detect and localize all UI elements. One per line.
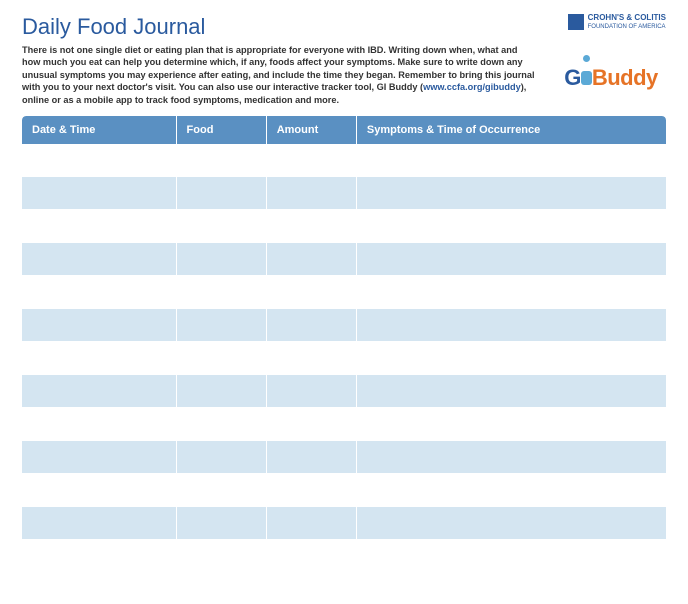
ccfa-logo-mark bbox=[568, 14, 584, 30]
table-cell[interactable] bbox=[267, 309, 357, 342]
table-header-cell: Date & Time bbox=[22, 116, 177, 144]
intro-text: There is not one single diet or eating p… bbox=[22, 44, 536, 106]
table-cell[interactable] bbox=[177, 144, 267, 177]
table-cell[interactable] bbox=[267, 177, 357, 210]
table-row bbox=[22, 507, 666, 540]
table-cell[interactable] bbox=[267, 441, 357, 474]
table-cell[interactable] bbox=[267, 342, 357, 375]
table-cell[interactable] bbox=[177, 507, 267, 540]
table-row bbox=[22, 144, 666, 177]
table-row bbox=[22, 276, 666, 309]
table-cell[interactable] bbox=[177, 441, 267, 474]
table-cell[interactable] bbox=[267, 408, 357, 441]
table-cell[interactable] bbox=[267, 474, 357, 507]
journal-table-wrap: Date & TimeFoodAmountSymptoms & Time of … bbox=[22, 116, 666, 573]
table-cell[interactable] bbox=[267, 507, 357, 540]
ccfa-line2: FOUNDATION OF AMERICA bbox=[588, 24, 666, 30]
table-cell[interactable] bbox=[357, 375, 666, 408]
table-cell[interactable] bbox=[22, 177, 177, 210]
gibuddy-logo: G Buddy bbox=[556, 44, 666, 106]
table-row bbox=[22, 309, 666, 342]
table-cell[interactable] bbox=[22, 474, 177, 507]
table-cell[interactable] bbox=[267, 276, 357, 309]
table-row bbox=[22, 342, 666, 375]
table-cell[interactable] bbox=[357, 507, 666, 540]
intro-link[interactable]: www.ccfa.org/gibuddy bbox=[423, 82, 521, 92]
table-cell[interactable] bbox=[357, 276, 666, 309]
table-cell[interactable] bbox=[22, 243, 177, 276]
table-cell[interactable] bbox=[177, 276, 267, 309]
table-cell[interactable] bbox=[357, 441, 666, 474]
table-cell[interactable] bbox=[22, 309, 177, 342]
table-row bbox=[22, 408, 666, 441]
table-cell[interactable] bbox=[357, 540, 666, 573]
table-cell[interactable] bbox=[22, 441, 177, 474]
table-cell[interactable] bbox=[357, 177, 666, 210]
table-cell[interactable] bbox=[22, 342, 177, 375]
header: Daily Food Journal CROHN'S & COLITIS FOU… bbox=[22, 14, 666, 40]
table-body bbox=[22, 144, 666, 573]
gibuddy-text: G Buddy bbox=[564, 65, 658, 91]
gibuddy-g: G bbox=[564, 65, 581, 90]
table-cell[interactable] bbox=[357, 309, 666, 342]
table-row bbox=[22, 441, 666, 474]
table-header-row: Date & TimeFoodAmountSymptoms & Time of … bbox=[22, 116, 666, 144]
page-title: Daily Food Journal bbox=[22, 14, 205, 40]
table-cell[interactable] bbox=[267, 210, 357, 243]
table-cell[interactable] bbox=[22, 144, 177, 177]
table-cell[interactable] bbox=[357, 243, 666, 276]
table-header-cell: Food bbox=[177, 116, 267, 144]
gibuddy-i-icon bbox=[581, 65, 592, 91]
table-cell[interactable] bbox=[177, 210, 267, 243]
table-cell[interactable] bbox=[177, 375, 267, 408]
table-cell[interactable] bbox=[357, 210, 666, 243]
gibuddy-buddy: Buddy bbox=[592, 65, 658, 90]
ccfa-logo-text: CROHN'S & COLITIS FOUNDATION OF AMERICA bbox=[588, 14, 666, 30]
table-cell[interactable] bbox=[177, 342, 267, 375]
table-header-cell: Symptoms & Time of Occurrence bbox=[357, 116, 666, 144]
table-cell[interactable] bbox=[267, 243, 357, 276]
table-cell[interactable] bbox=[177, 243, 267, 276]
table-cell[interactable] bbox=[357, 474, 666, 507]
table-cell[interactable] bbox=[267, 375, 357, 408]
table-cell[interactable] bbox=[357, 342, 666, 375]
table-cell[interactable] bbox=[22, 375, 177, 408]
table-row bbox=[22, 375, 666, 408]
table-cell[interactable] bbox=[267, 144, 357, 177]
ccfa-line1: CROHN'S & COLITIS bbox=[588, 13, 666, 22]
table-cell[interactable] bbox=[177, 177, 267, 210]
table-row bbox=[22, 177, 666, 210]
table-header-cell: Amount bbox=[267, 116, 357, 144]
table-cell[interactable] bbox=[177, 309, 267, 342]
journal-table: Date & TimeFoodAmountSymptoms & Time of … bbox=[22, 116, 666, 573]
table-cell[interactable] bbox=[177, 408, 267, 441]
table-cell[interactable] bbox=[267, 540, 357, 573]
table-row bbox=[22, 210, 666, 243]
table-cell[interactable] bbox=[357, 408, 666, 441]
table-cell[interactable] bbox=[177, 540, 267, 573]
table-cell[interactable] bbox=[177, 474, 267, 507]
table-row bbox=[22, 474, 666, 507]
table-row bbox=[22, 243, 666, 276]
table-cell[interactable] bbox=[22, 540, 177, 573]
table-cell[interactable] bbox=[22, 507, 177, 540]
intro-row: There is not one single diet or eating p… bbox=[22, 44, 666, 106]
table-cell[interactable] bbox=[357, 144, 666, 177]
ccfa-logo: CROHN'S & COLITIS FOUNDATION OF AMERICA bbox=[568, 14, 666, 30]
table-cell[interactable] bbox=[22, 276, 177, 309]
table-row bbox=[22, 540, 666, 573]
table-cell[interactable] bbox=[22, 408, 177, 441]
table-cell[interactable] bbox=[22, 210, 177, 243]
